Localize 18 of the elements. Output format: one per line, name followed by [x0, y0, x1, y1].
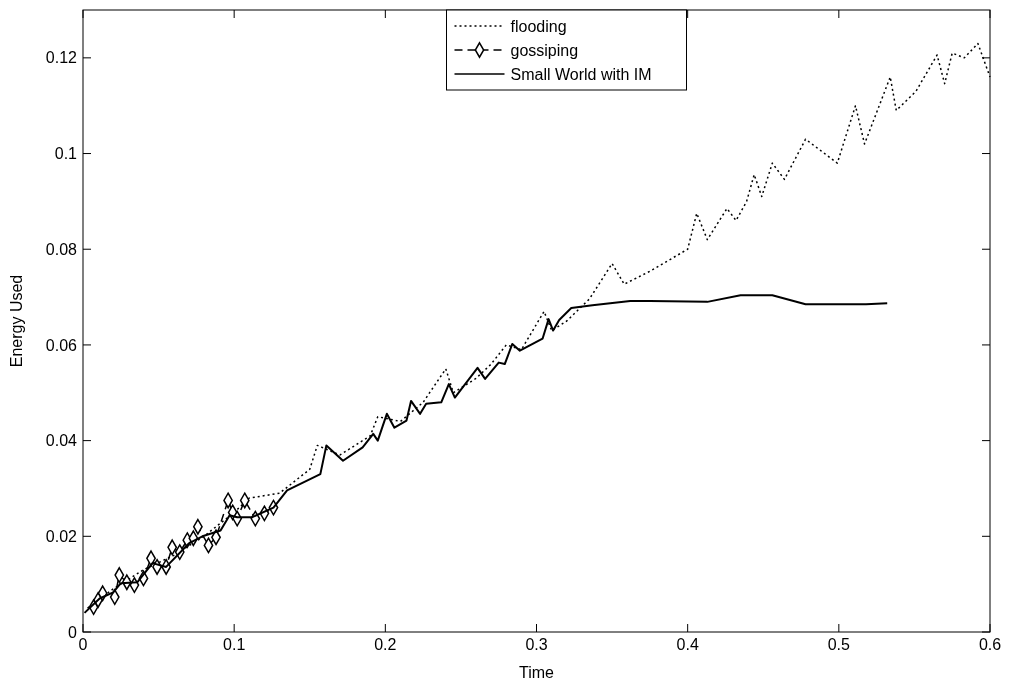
x-tick-label: 0.5 — [827, 636, 851, 653]
legend-label: Small World with IM — [510, 65, 652, 83]
x-tick-label: 0.2 — [374, 636, 397, 653]
legend-label: gossiping — [510, 41, 579, 59]
legend-label: flooding — [510, 17, 567, 35]
x-axis-title: Time — [519, 664, 555, 681]
y-tick-label: 0.04 — [45, 432, 78, 450]
x-tick-label: 0.3 — [525, 636, 548, 653]
y-tick-label: 0.1 — [54, 145, 78, 163]
y-tick-label: 0 — [68, 623, 78, 641]
x-tick-label: 0.6 — [978, 636, 1002, 653]
y-tick-label: 0.08 — [45, 240, 78, 258]
y-tick-label: 0.02 — [45, 527, 78, 545]
y-tick-label: 0.12 — [45, 49, 78, 67]
x-tick-label: 0.1 — [223, 636, 246, 653]
y-axis-title: Energy Used — [8, 274, 25, 368]
x-tick-label: 0.4 — [676, 636, 699, 653]
y-tick-label: 0.06 — [45, 336, 78, 354]
